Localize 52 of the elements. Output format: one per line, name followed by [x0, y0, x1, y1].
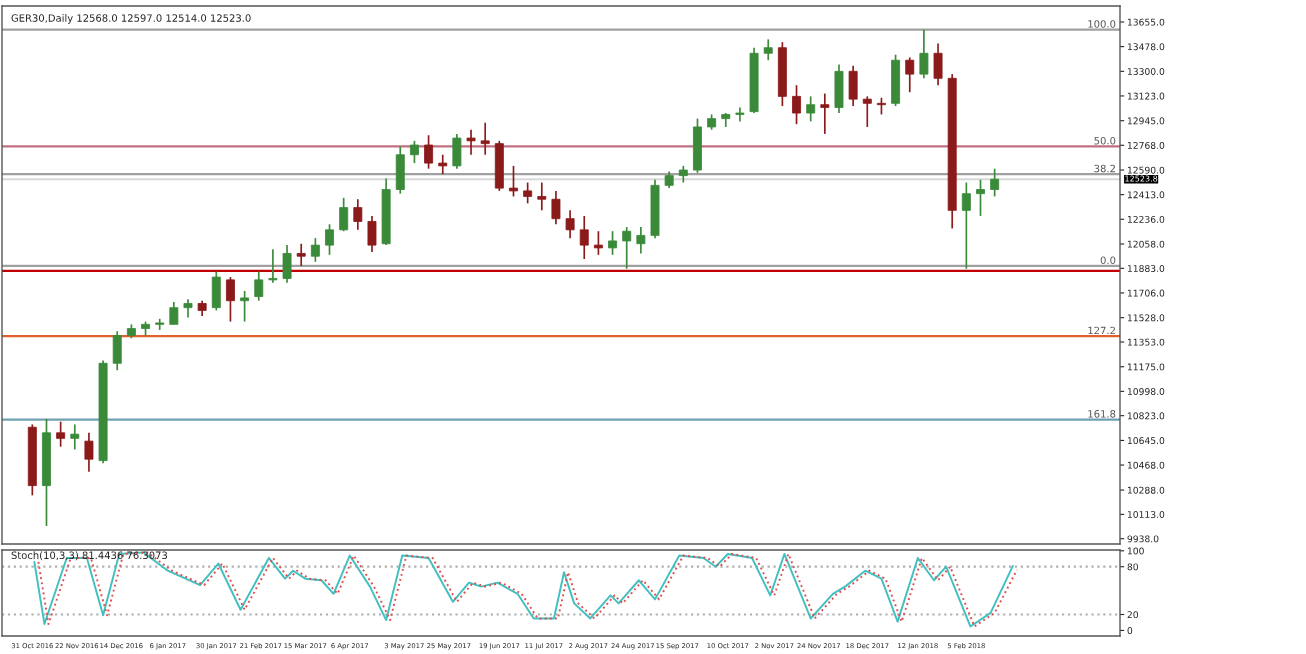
candlestick	[494, 140, 504, 192]
candlestick	[848, 64, 858, 107]
candlestick	[608, 230, 618, 256]
candlestick	[268, 248, 278, 284]
candlestick	[820, 92, 830, 135]
candlestick	[693, 117, 702, 174]
candlestick	[551, 190, 561, 226]
candlestick	[735, 106, 745, 123]
candlestick	[112, 330, 122, 372]
candlestick	[367, 215, 377, 253]
candlestick	[565, 209, 575, 239]
candlestick	[834, 63, 844, 114]
candlestick	[466, 128, 476, 156]
candlestick	[593, 230, 603, 256]
candlestick	[523, 181, 533, 205]
candlestick	[254, 270, 264, 302]
candlestick	[905, 56, 915, 94]
candlestick	[310, 237, 320, 263]
candlestick	[353, 198, 363, 231]
candlestick	[509, 165, 518, 198]
candlestick	[806, 95, 816, 123]
candlestick	[70, 423, 80, 451]
candlestick	[961, 181, 971, 270]
candlestick	[325, 223, 334, 256]
candlestick	[763, 38, 773, 62]
candlestick	[452, 133, 462, 170]
candlestick	[891, 53, 901, 107]
candlestick	[169, 301, 179, 326]
candlestick	[395, 145, 405, 195]
candlestick	[976, 178, 985, 217]
candlestick	[225, 276, 235, 323]
candlestick	[792, 84, 801, 126]
candlestick	[296, 242, 306, 267]
candlestick	[480, 121, 490, 156]
candlestick	[537, 181, 547, 212]
candlestick	[579, 215, 589, 260]
candlestick	[862, 95, 872, 128]
candlestick	[240, 290, 250, 323]
candlestick	[424, 134, 434, 170]
candlestick	[84, 431, 94, 473]
candlestick	[919, 28, 929, 80]
candlestick	[933, 42, 943, 87]
candlestick	[211, 270, 221, 312]
candlestick	[409, 140, 419, 164]
candlestick	[636, 226, 646, 255]
candlestick	[282, 244, 292, 284]
candlestick	[183, 298, 193, 319]
candlestick	[990, 167, 1000, 198]
candlestick	[56, 420, 66, 448]
candlestick	[622, 226, 632, 270]
candlestick	[438, 153, 448, 176]
candlestick	[339, 197, 349, 233]
